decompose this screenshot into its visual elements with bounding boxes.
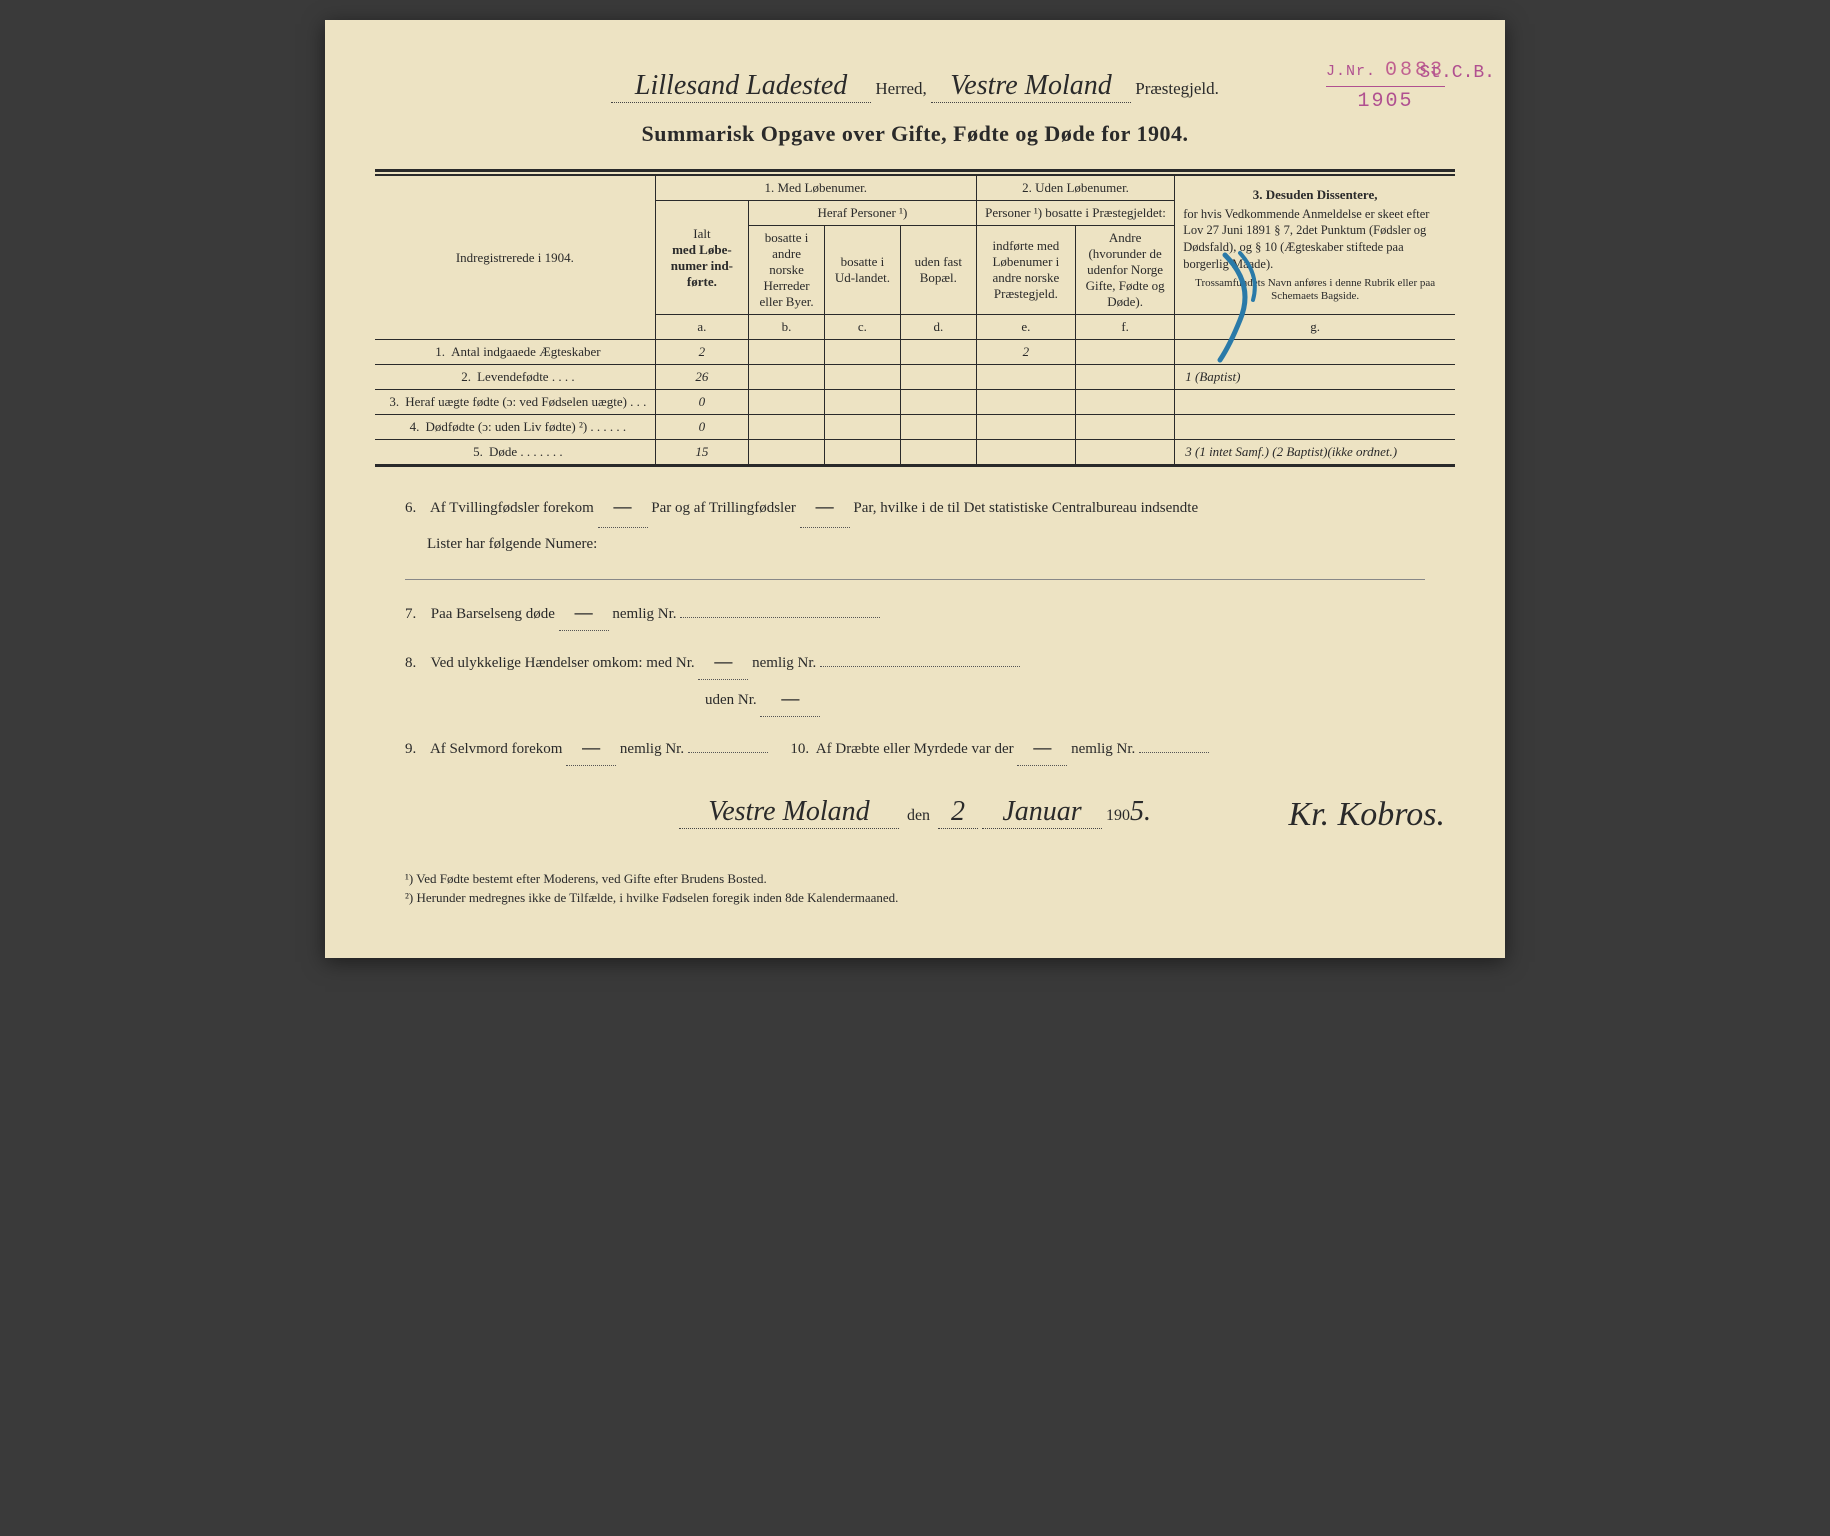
sig-month: Januar (982, 796, 1102, 829)
col-header-indreg: Indregistrerede i 1904. (375, 176, 655, 340)
col-group-2: 2. Uden Løbenumer. (976, 176, 1174, 201)
col-f-header: Andre (hvorunder de udenfor Norge Gifte,… (1076, 226, 1175, 315)
section-9-10: 9. Af Selvmord forekom — nemlig Nr. 10. … (375, 723, 1455, 772)
letter-d: d. (900, 315, 976, 340)
sig-day: 2 (938, 796, 978, 829)
heraf-personer: Heraf Personer ¹) (749, 201, 977, 226)
registration-stamp: J.Nr. 0883 St.C.B. 1905 (1326, 58, 1445, 115)
signature-name: Kr. Kobros. (1288, 796, 1445, 834)
section-8: 8. Ved ulykkelige Hændelser omkom: med N… (375, 637, 1455, 723)
col-group-3-title: 3. Desuden Dissentere, (1183, 187, 1447, 203)
stamp-year: 1905 (1326, 89, 1445, 115)
summary-table: Indregistrerede i 1904. 1. Med Løbenumer… (375, 175, 1455, 464)
col-d-header: uden fast Bopæl. (900, 226, 976, 315)
col-group-3-body: for hvis Vedkommende Anmeldelse er skeet… (1183, 206, 1447, 274)
divider (405, 579, 1425, 580)
table-row: 3.Heraf uægte fødte (ɔ: ved Fødselen uæg… (375, 390, 1455, 415)
section-6: 6. Af Tvillingfødsler forekom — Par og a… (375, 467, 1455, 571)
rule-top-thick (375, 169, 1455, 172)
document-title: Summarisk Opgave over Gifte, Fødte og Dø… (375, 121, 1455, 147)
header-line: Lillesand Ladested Herred, Vestre Moland… (375, 70, 1455, 103)
table-row: 1.Antal indgaaede Ægteskaber22 (375, 340, 1455, 365)
letter-e: e. (976, 315, 1075, 340)
document-page: J.Nr. 0883 St.C.B. 1905 Lillesand Ladest… (325, 20, 1505, 958)
footnote-1: ¹) Ved Fødte bestemt efter Moderens, ved… (405, 869, 1455, 889)
table-row: 4.Dødfødte (ɔ: uden Liv fødte) ²) . . . … (375, 415, 1455, 440)
sig-place: Vestre Moland (679, 796, 899, 829)
letter-b: b. (749, 315, 825, 340)
personer-2: Personer ¹) bosatte i Præstegjeldet: (976, 201, 1174, 226)
table-row: 5.Døde . . . . . . .153 (1 intet Samf.) … (375, 440, 1455, 465)
col-c-header: bosatte i Ud-landet. (824, 226, 900, 315)
col-group-3-small: Trossamfundets Navn anføres i denne Rubr… (1183, 277, 1447, 303)
herred-value: Lillesand Ladested (611, 70, 871, 103)
col-a-header: Ialt med Løbe-numer ind-førte. (655, 201, 748, 315)
letter-c: c. (824, 315, 900, 340)
stamp-suffix: St.C.B. (1419, 62, 1495, 85)
stamp-prefix: J.Nr. (1326, 63, 1376, 80)
footnote-2: ²) Herunder medregnes ikke de Tilfælde, … (405, 888, 1455, 908)
col-group-1: 1. Med Løbenumer. (655, 176, 976, 201)
sig-year-suffix: 5. (1130, 796, 1151, 827)
praestegjeld-value: Vestre Moland (931, 70, 1131, 103)
footnotes: ¹) Ved Fødte bestemt efter Moderens, ved… (375, 869, 1455, 908)
col-e-header: indførte med Løbenumer i andre norske Pr… (976, 226, 1075, 315)
table-row: 2.Levendefødte . . . .261 (Baptist) (375, 365, 1455, 390)
letter-f: f. (1076, 315, 1175, 340)
letter-g: g. (1175, 315, 1455, 340)
section-7: 7. Paa Barselseng døde — nemlig Nr. (375, 588, 1455, 637)
letter-a: a. (655, 315, 748, 340)
herred-label: Herred, (875, 79, 926, 98)
col-b-header: bosatte i andre norske Herreder eller By… (749, 226, 825, 315)
praestegjeld-label: Præstegjeld. (1135, 79, 1219, 98)
signature-line: Vestre Moland den 2 Januar 1905. Kr. Kob… (375, 796, 1455, 829)
